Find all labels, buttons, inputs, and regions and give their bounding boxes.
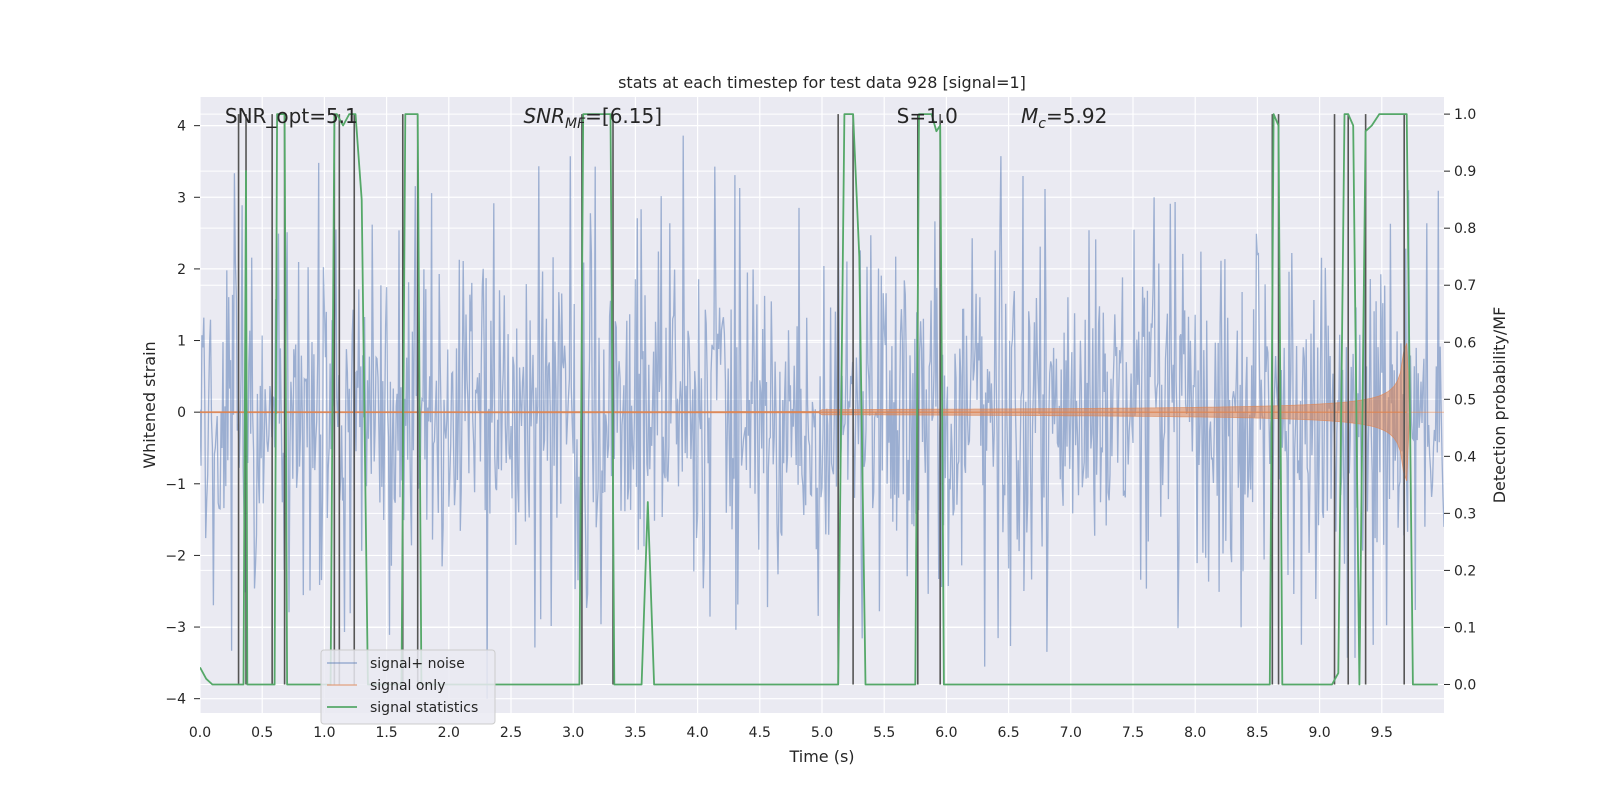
y2-tick-label: 0.4: [1454, 449, 1476, 465]
x-tick-label: 5.0: [811, 725, 833, 741]
legend-box: [320, 649, 496, 725]
y-tick-label: 4: [177, 119, 186, 135]
legend-label-signal-noise: signal+ noise: [370, 656, 465, 672]
y2-axis-label: Detection probability/MF: [1490, 307, 1509, 504]
y-tick-label: −1: [165, 477, 186, 493]
y2-tick-label: 0.6: [1454, 335, 1476, 351]
y2-tick-label: 0.5: [1454, 392, 1476, 408]
x-tick-label: 3.0: [562, 725, 584, 741]
annotation-1: SNRMF=[6.15]: [523, 104, 662, 132]
y-tick-label: 2: [177, 262, 186, 278]
x-tick-label: 4.5: [749, 725, 771, 741]
x-tick-label: 9.5: [1371, 725, 1393, 741]
x-tick-label: 0.5: [251, 725, 273, 741]
y2-tick-label: 0.8: [1454, 221, 1476, 237]
annotation-2: S=1.0: [897, 104, 958, 128]
y2-tick-label: 0.7: [1454, 278, 1476, 294]
series-signal-noise: [200, 135, 1444, 699]
legend-label-signal-only: signal only: [370, 678, 445, 694]
y2-axis-ticks: 1.0 0.9 0.8 0.7 0.6 0.5 0.4 0.3 0.2 0.1 0.0: [1444, 107, 1476, 693]
x-tick-label: 2.0: [438, 725, 460, 741]
x-tick-label: 1.0: [313, 725, 335, 741]
legend-label-signal-statistics: signal statistics: [370, 700, 478, 716]
x-axis-ticks: 0.0 0.5 1.0 1.5 2.0 2.5 3.0 3.5 4.0 4.5 5.0 5.5 6.0 6…: [189, 725, 1393, 741]
x-tick-label: 4.0: [686, 725, 708, 741]
y2-tick-label: 0.3: [1454, 506, 1476, 522]
x-tick-label: 6.0: [935, 725, 957, 741]
y2-tick-label: 0.1: [1454, 620, 1476, 636]
y-axis-ticks: 4 3 2 1 0 −1 −2 −3 −4: [165, 119, 200, 708]
x-tick-label: 8.5: [1246, 725, 1268, 741]
chart-title: stats at each timestep for test data 928…: [618, 73, 1026, 92]
y-axis-label: Whitened strain: [140, 341, 159, 468]
y2-tick-label: 0.0: [1454, 677, 1476, 693]
x-tick-label: 7.5: [1122, 725, 1144, 741]
x-tick-label: 7.0: [1060, 725, 1082, 741]
x-axis-label: Time (s): [788, 747, 854, 766]
y-tick-label: 1: [177, 334, 186, 350]
signal-noise-line: [200, 135, 1444, 699]
y2-tick-label: 0.2: [1454, 563, 1476, 579]
y-tick-label: 3: [177, 190, 186, 206]
signal-statistics-line: [200, 113, 1438, 686]
annotation-0: SNR_opt=5.1: [225, 104, 358, 128]
legend: signal+ noise signal only signal statist…: [320, 649, 496, 725]
x-tick-label: 8.0: [1184, 725, 1206, 741]
series-signal-statistics: [200, 113, 1438, 686]
y-tick-label: −3: [165, 620, 186, 636]
y-tick-label: 0: [177, 405, 186, 421]
annotation-3: Mc=5.92: [1021, 104, 1107, 132]
x-tick-label: 1.5: [375, 725, 397, 741]
y-tick-label: −2: [165, 548, 186, 564]
x-tick-label: 9.0: [1308, 725, 1330, 741]
x-tick-label: 6.5: [997, 725, 1019, 741]
x-tick-label: 2.5: [500, 725, 522, 741]
y2-tick-label: 1.0: [1454, 107, 1476, 123]
x-tick-label: 3.5: [624, 725, 646, 741]
annotations: SNR_opt=5.1 SNRMF=[6.15] S=1.0 Mc=5.92: [225, 104, 1107, 132]
x-tick-label: 5.5: [873, 725, 895, 741]
y2-tick-label: 0.9: [1454, 164, 1476, 180]
y-tick-label: −4: [165, 692, 186, 708]
x-tick-label: 0.0: [189, 725, 211, 741]
